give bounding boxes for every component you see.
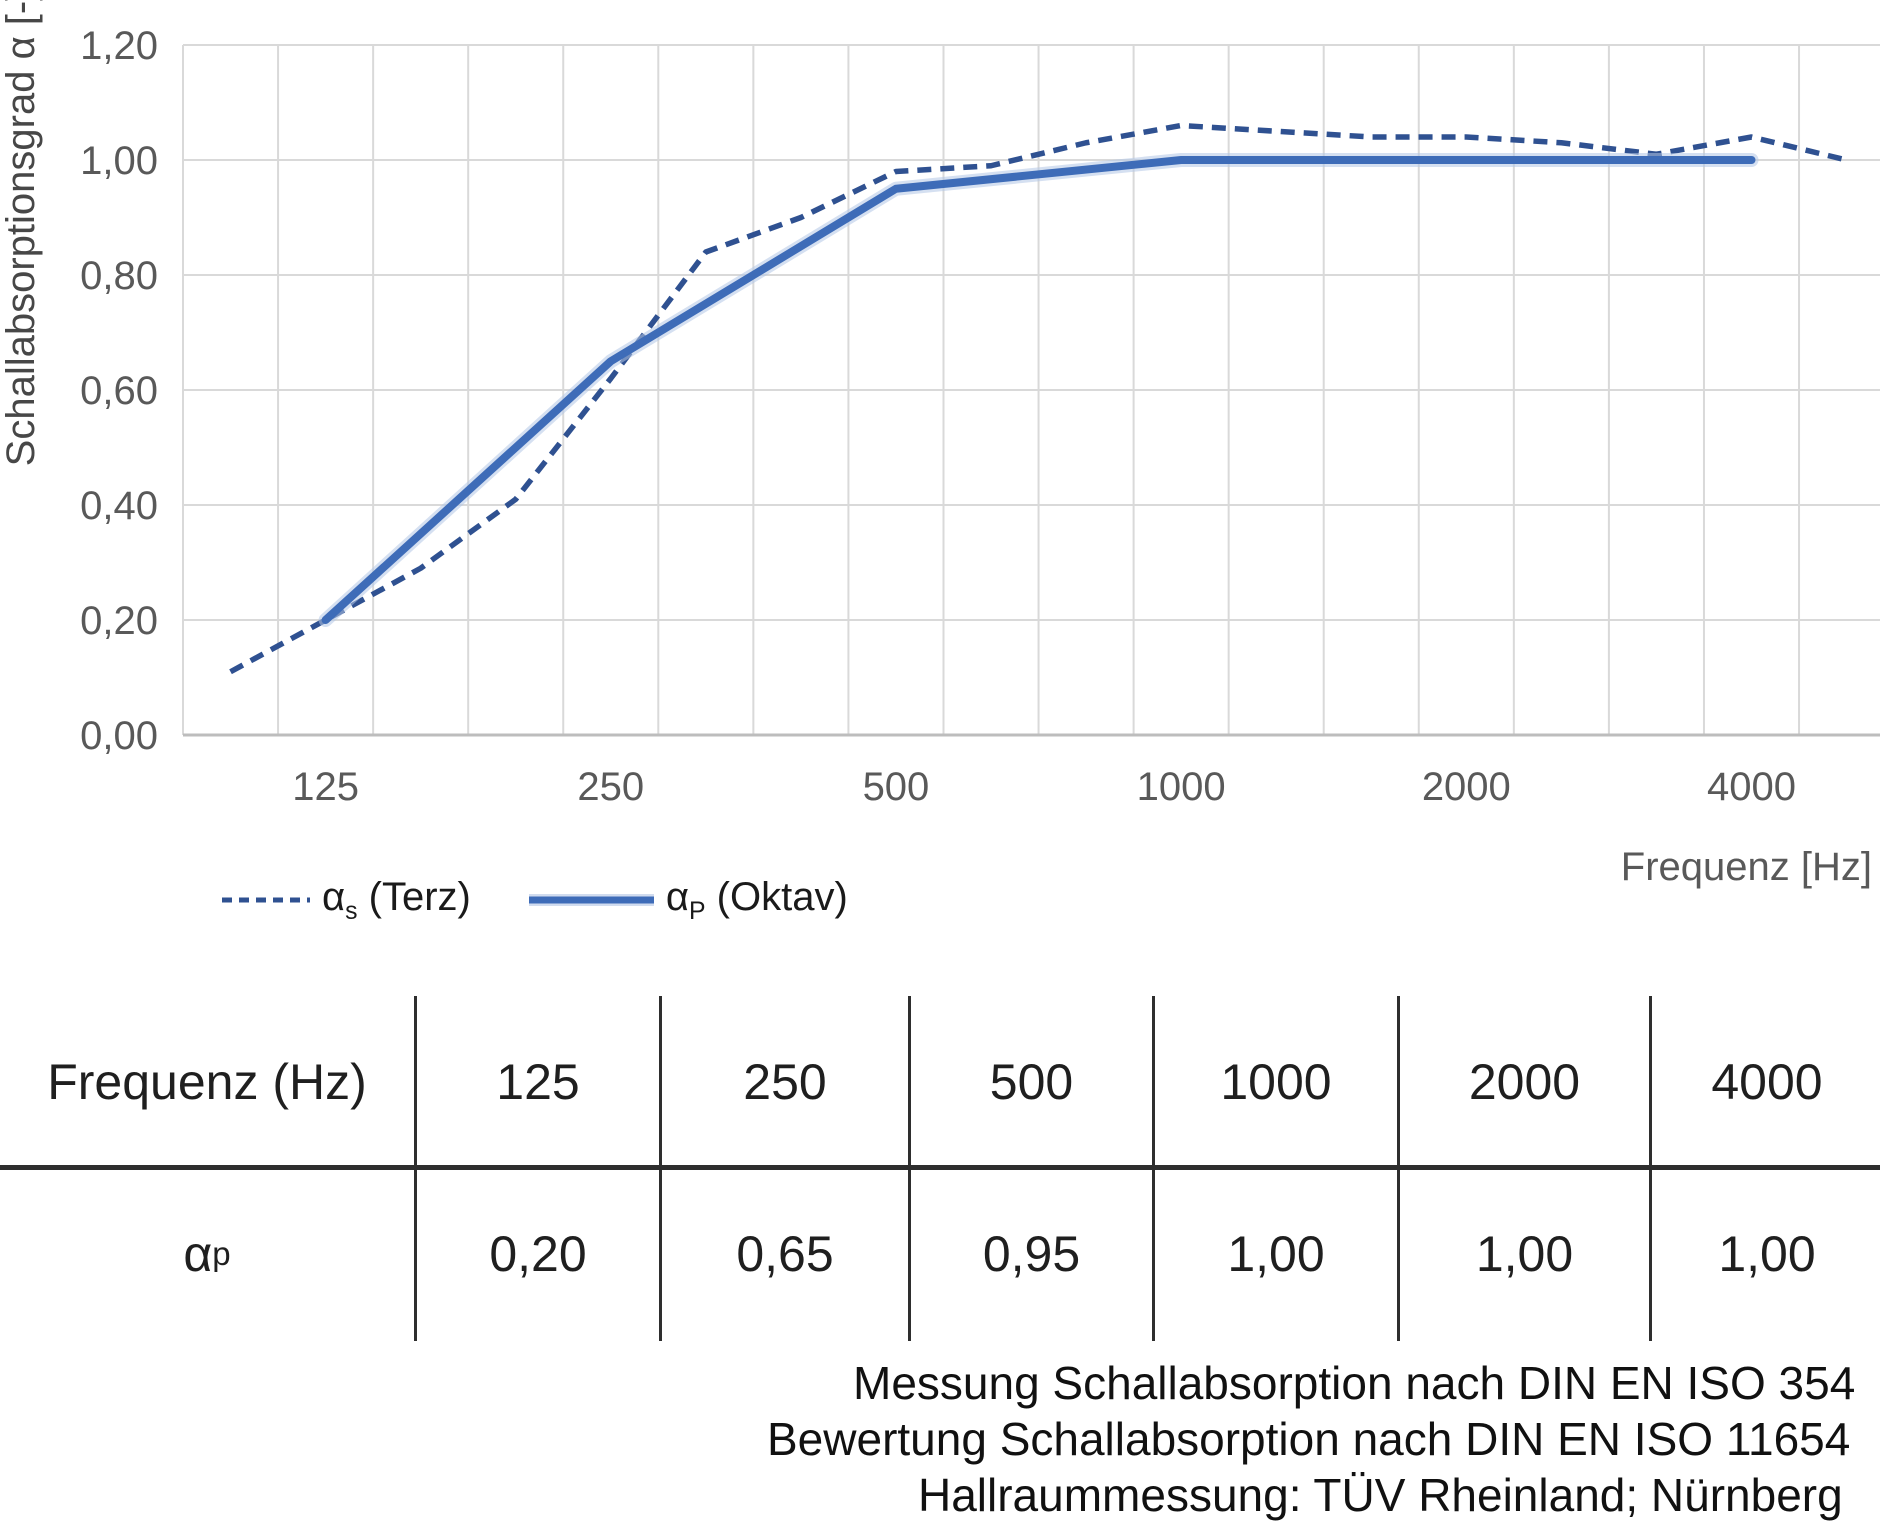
y-axis-title: Schallabsorptionsgrad α [-] [0,0,43,466]
absorption-table: Frequenz (Hz) 125 250 500 1000 2000 4000… [0,996,1880,1341]
table-header-frequency: Frequenz (Hz) [0,996,417,1167]
svg-text:0,20: 0,20 [80,599,158,643]
legend-label-alpha-s-terz: αs (Terz) [322,874,471,925]
table-header-1000: 1000 [1155,996,1400,1167]
absorption-chart: 0,00 0,20 0,40 0,60 0,80 1,00 1,20 125 250 500 100… [0,0,1880,809]
legend-solid-line-sample [528,894,654,906]
svg-text:0,00: 0,00 [80,714,158,758]
table-header-125: 125 [417,996,662,1167]
caption-line-lab: Hallraummessung: TÜV Rheinland; Nürnberg [918,1469,1843,1521]
svg-text:0,40: 0,40 [80,484,158,528]
svg-text:125: 125 [292,765,359,809]
table-value-250: 0,65 [662,1167,911,1341]
horizontal-gridlines [183,44,1880,621]
svg-text:1,20: 1,20 [80,24,158,68]
svg-text:250: 250 [577,765,644,809]
table-value-125: 0,20 [417,1167,662,1341]
svg-text:500: 500 [863,765,930,809]
svg-text:1000: 1000 [1137,765,1226,809]
svg-text:2000: 2000 [1422,765,1511,809]
table-header-4000: 4000 [1711,1053,1823,1110]
legend-dashed-line-sample [222,897,310,903]
table-value-500: 0,95 [911,1167,1155,1341]
table-header-row: Frequenz (Hz) 125 250 500 1000 2000 4000 [0,996,1880,1167]
table-header-500: 500 [911,996,1155,1167]
table-value-2000: 1,00 [1400,1167,1652,1341]
x-axis-title: Frequenz [Hz] [1620,845,1872,889]
table-header-250: 250 [662,996,911,1167]
table-value-4000: 1,00 [1718,1226,1816,1282]
series-alpha-p-oktav [321,156,1756,624]
caption-line-rating: Bewertung Schallabsorption nach DIN EN I… [767,1413,1851,1465]
chart-legend: αs (Terz) αP (Oktav) [222,874,848,925]
svg-text:0,60: 0,60 [80,369,158,413]
series-alpha-s-terz [229,122,1848,675]
svg-text:4000: 4000 [1707,765,1796,809]
legend-label-alpha-p-oktav: αP (Oktav) [665,874,848,925]
caption-line-measurement: Messung Schallabsorption nach DIN EN ISO… [853,1357,1856,1409]
y-axis-tick-labels: 0,00 0,20 0,40 0,60 0,80 1,00 1,20 [80,24,158,758]
table-header-2000: 2000 [1400,996,1652,1167]
table-value-1000: 1,00 [1155,1167,1400,1341]
table-header-separator [0,1165,1880,1170]
x-axis-tick-labels: 125 250 500 1000 2000 4000 [292,765,1796,809]
svg-text:0,80: 0,80 [80,254,158,298]
svg-text:1,00: 1,00 [80,139,158,183]
